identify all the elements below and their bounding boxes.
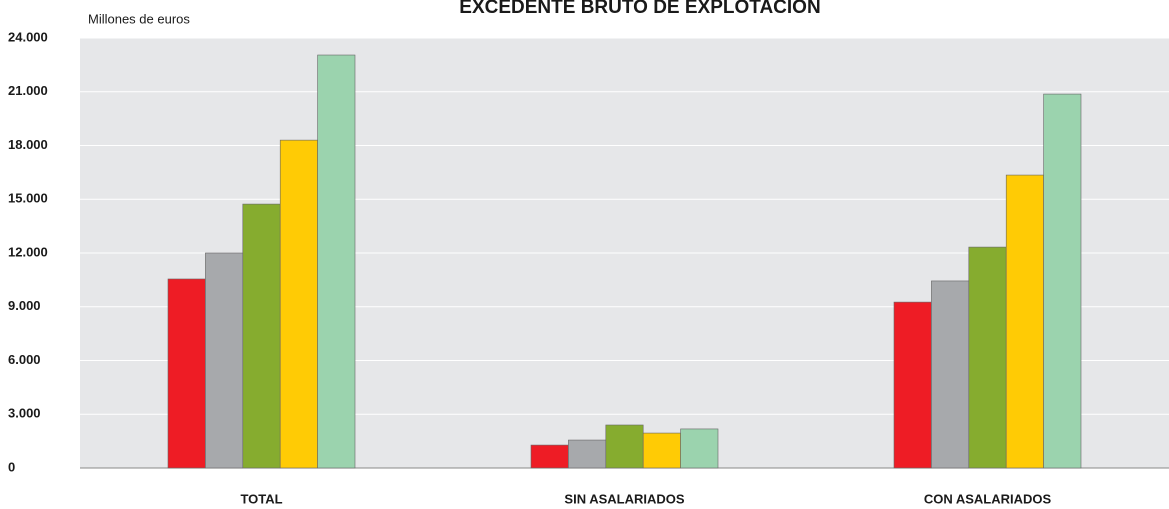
y-tick-label: 21.000	[8, 83, 48, 98]
bar	[680, 428, 719, 469]
bar	[893, 301, 932, 469]
bar	[242, 203, 281, 469]
bar	[968, 246, 1007, 469]
y-tick-label: 18.000	[8, 137, 48, 152]
bar	[1043, 93, 1082, 469]
y-axis-label: Millones de euros	[88, 11, 190, 26]
y-tick-label: 6.000	[8, 352, 41, 367]
x-tick-label: SIN ASALARIADOS	[564, 491, 684, 506]
x-tick-label: TOTAL	[240, 491, 282, 506]
bar	[530, 444, 569, 469]
bar	[1005, 174, 1044, 469]
y-tick-label: 3.000	[8, 406, 41, 421]
bar	[205, 252, 244, 469]
bar	[568, 439, 607, 469]
bar	[317, 54, 356, 469]
y-tick-label: 9.000	[8, 298, 41, 313]
x-tick-label: CON ASALARIADOS	[924, 491, 1052, 506]
y-tick-label: 12.000	[8, 244, 48, 259]
chart-title: EXCEDENTE BRUTO DE EXPLOTACIÓN	[459, 0, 820, 18]
y-tick-label: 15.000	[8, 191, 48, 206]
bar	[279, 139, 318, 469]
bar	[642, 432, 681, 469]
bar	[167, 278, 206, 469]
bar	[931, 280, 970, 469]
y-tick-label: 0	[8, 459, 15, 474]
bar	[605, 424, 644, 469]
y-tick-label: 24.000	[8, 29, 48, 44]
